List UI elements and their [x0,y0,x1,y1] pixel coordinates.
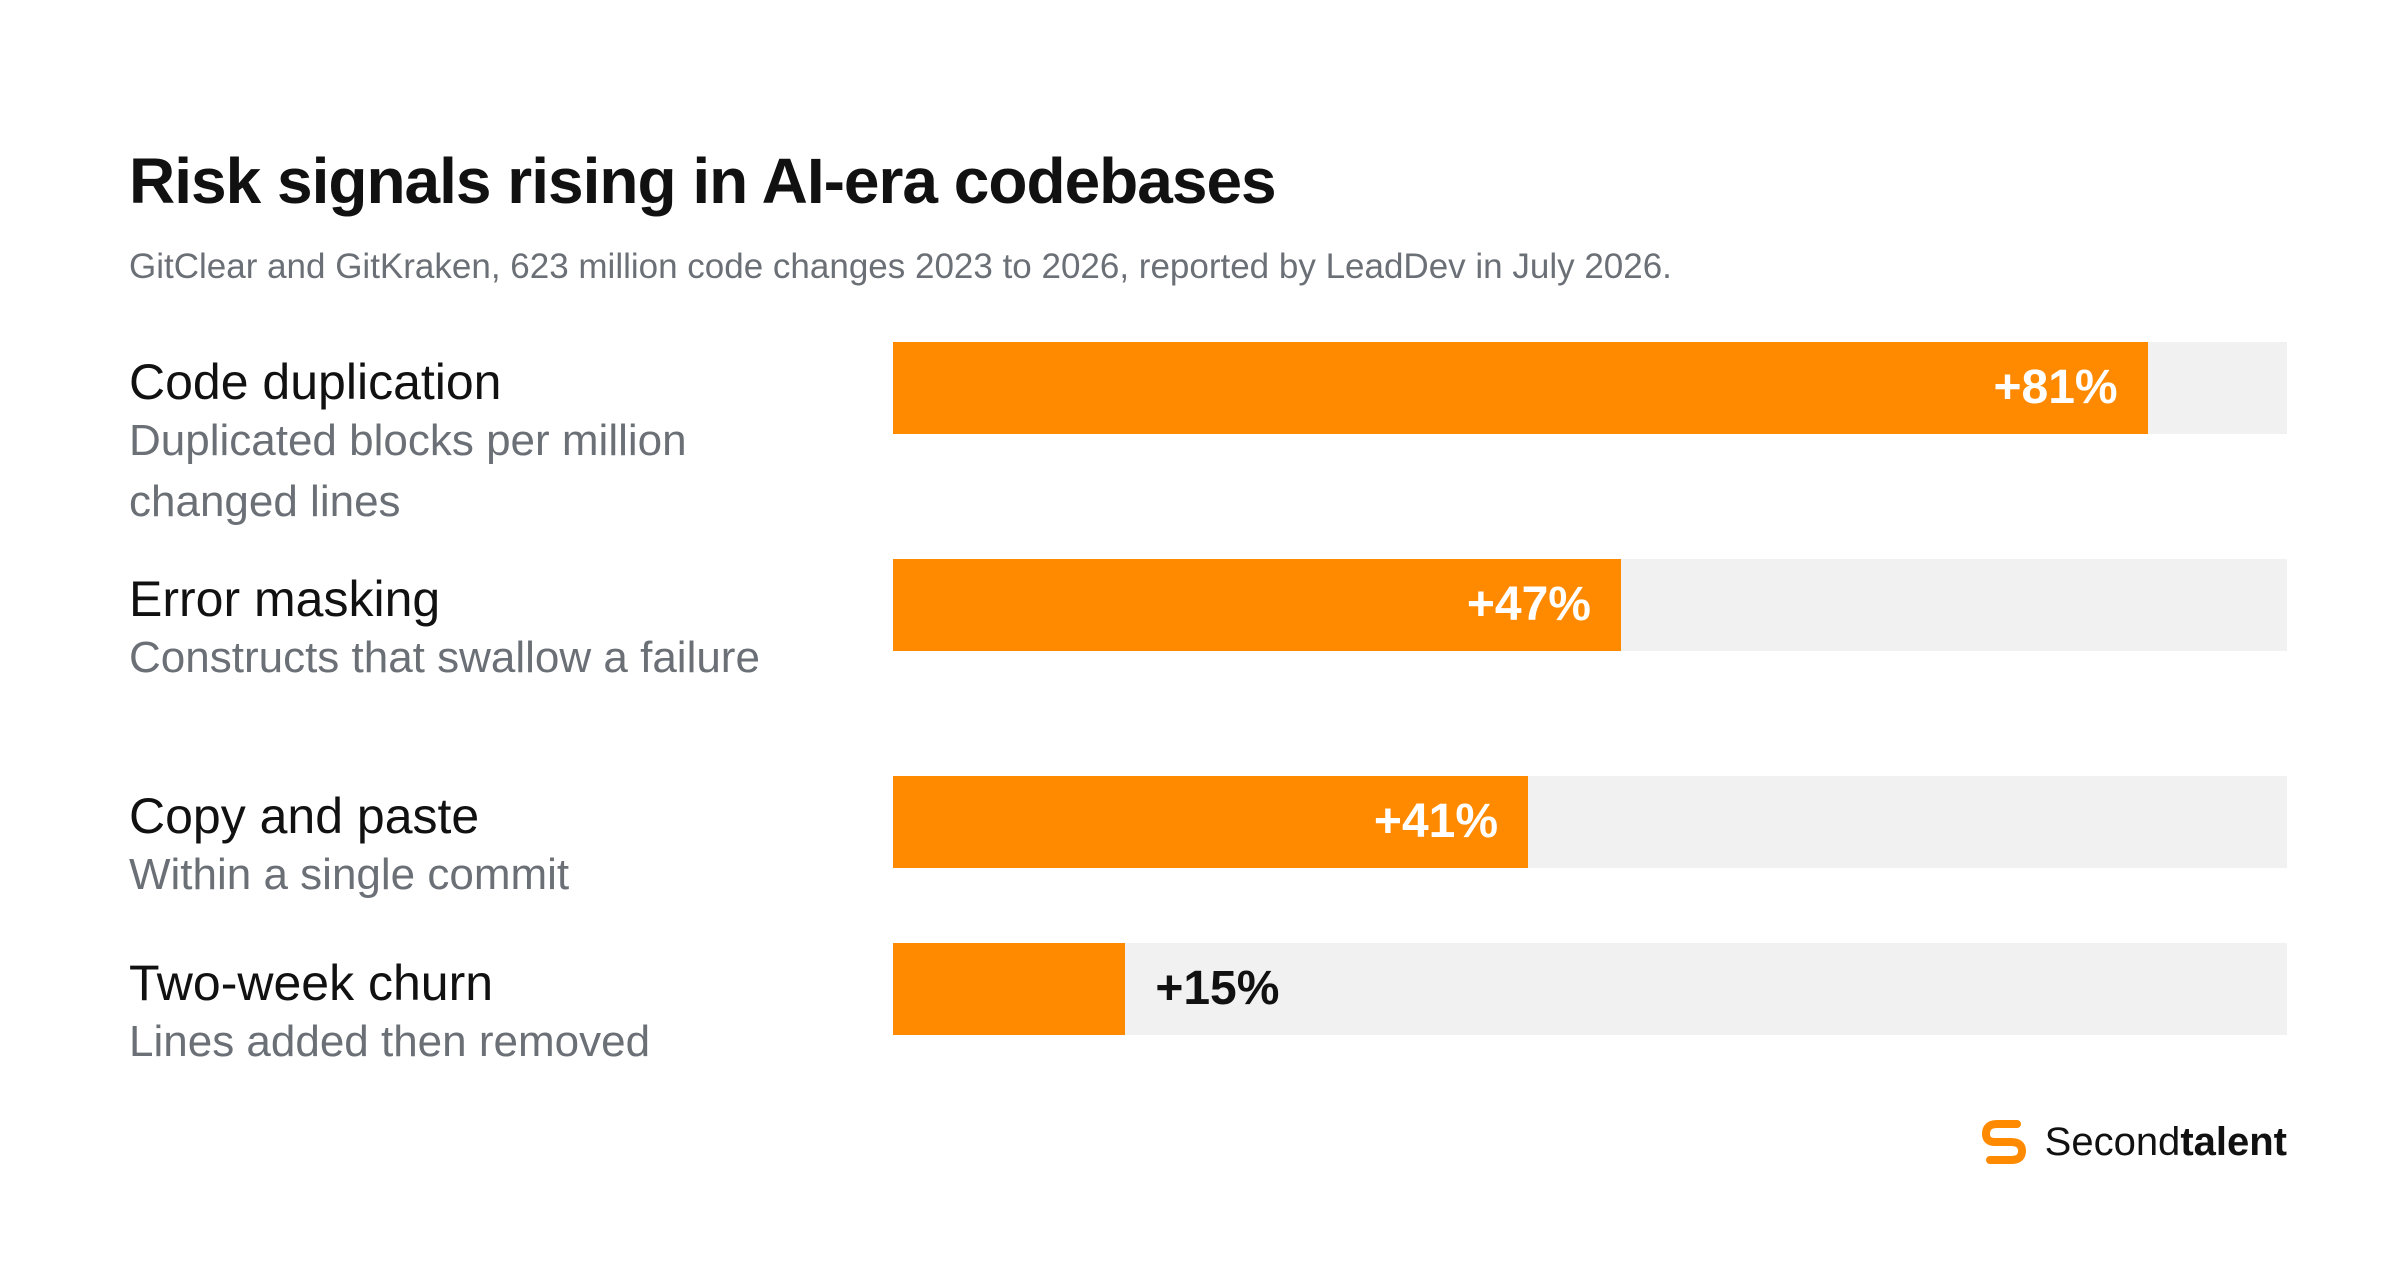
bar-track: +81% [893,342,2287,434]
category-label: Two-week churn [129,955,494,1011]
brand-logo: Secondtalent [1977,1112,2287,1172]
category-label: Code duplication [129,354,502,410]
bar [893,559,1621,651]
bar-row: Two-week churn Lines added then removed +1… [0,943,2400,1156]
category-description: Duplicated blocks per million changed li… [129,416,687,526]
bar [893,776,1529,868]
row-label: Error masking Constructs that swallow a f… [129,572,769,688]
bar-track: +15% [893,943,2287,1035]
category-label: Copy and paste [129,788,480,844]
bar [893,943,1126,1035]
bar-track: +41% [893,776,2287,868]
row-label: Code duplication Duplicated blocks per mi… [129,355,769,532]
bar-value-label: +15% [1155,962,1280,1015]
category-label: Error masking [129,571,441,627]
bar-value-label: +81% [1993,361,2118,414]
brand-name: Secondtalent [2045,1120,2287,1165]
bar-value-label: +41% [1373,795,1499,848]
bar-row: Copy and paste Within a single commit +41% [0,776,2400,989]
row-label: Copy and paste Within a single commit [129,789,769,905]
chart-title: Risk signals rising in AI-era codebases [129,145,1277,217]
category-description: Lines added then removed [129,1017,651,1066]
bar-row: Code duplication Duplicated blocks per mi… [0,342,2400,555]
brand-name-regular: Second [2044,1119,2181,1164]
brand-name-bold: talent [2180,1119,2287,1164]
category-description: Within a single commit [129,850,570,899]
row-label: Two-week churn Lines added then removed [129,956,769,1072]
category-description: Constructs that swallow a failure [129,633,760,682]
bar-value-label: +47% [1466,578,1591,631]
bar [893,342,2148,434]
chart-subtitle: GitClear and GitKraken, 623 million code… [129,247,1672,286]
bar-row: Error masking Constructs that swallow a f… [0,559,2400,772]
bar-track: +47% [893,559,2287,651]
secondtalent-logo-icon [1981,1120,2026,1164]
